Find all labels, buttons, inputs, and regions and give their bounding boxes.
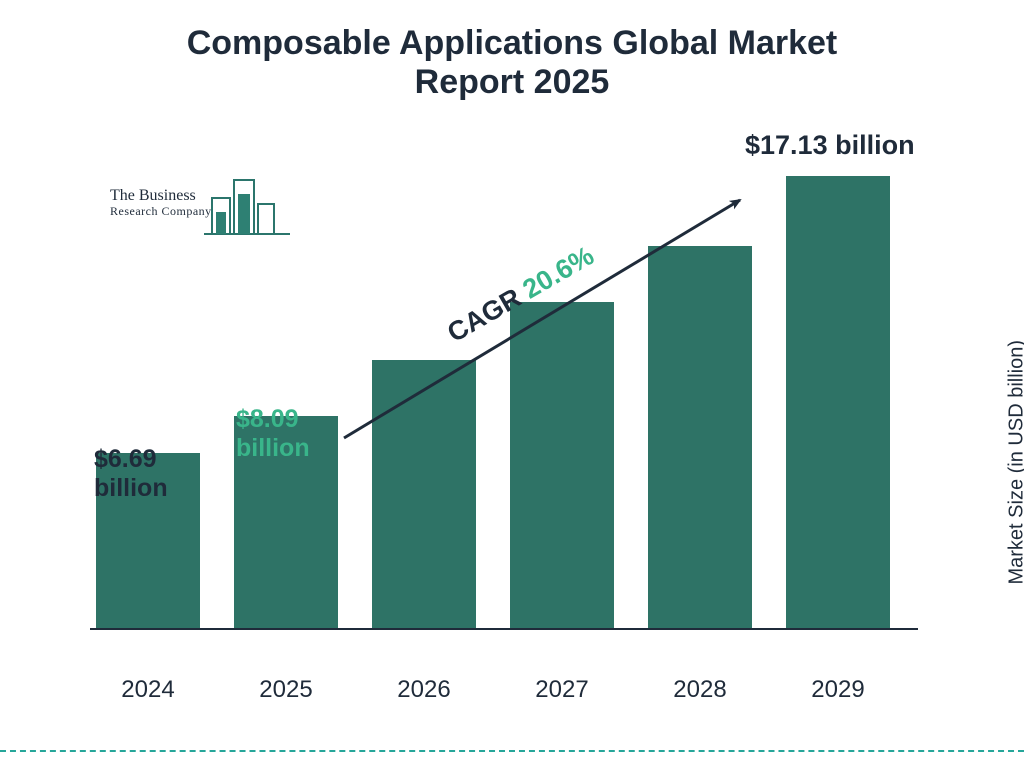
bars-container (90, 140, 922, 630)
chart-title-line1: Composable Applications Global Market (0, 24, 1024, 63)
x-axis-tick-label: 2027 (510, 676, 614, 704)
chart-title: Composable Applications Global Market Re… (0, 24, 1024, 102)
bar-chart: 202420252026202720282029 (90, 140, 922, 670)
bar (786, 176, 890, 630)
bottom-divider (0, 750, 1024, 752)
bar-value-label: $6.69billion (94, 445, 168, 503)
x-axis-tick-label: 2025 (234, 676, 338, 704)
chart-title-line2: Report 2025 (0, 63, 1024, 102)
bar-value-label: $17.13 billion (745, 130, 915, 161)
x-axis-tick-label: 2028 (648, 676, 752, 704)
bar (372, 360, 476, 630)
x-axis-tick-label: 2026 (372, 676, 476, 704)
x-axis-line (90, 628, 918, 630)
bar (648, 246, 752, 630)
x-axis-tick-label: 2024 (96, 676, 200, 704)
y-axis-label: Market Size (in USD billion) (1006, 340, 1024, 585)
bar (510, 302, 614, 630)
plot-area (90, 140, 922, 630)
bar-value-label: $8.09billion (236, 405, 310, 463)
x-axis-tick-label: 2029 (786, 676, 890, 704)
x-axis-labels: 2024 2025 2026 2027 2028 2029 (90, 670, 922, 710)
